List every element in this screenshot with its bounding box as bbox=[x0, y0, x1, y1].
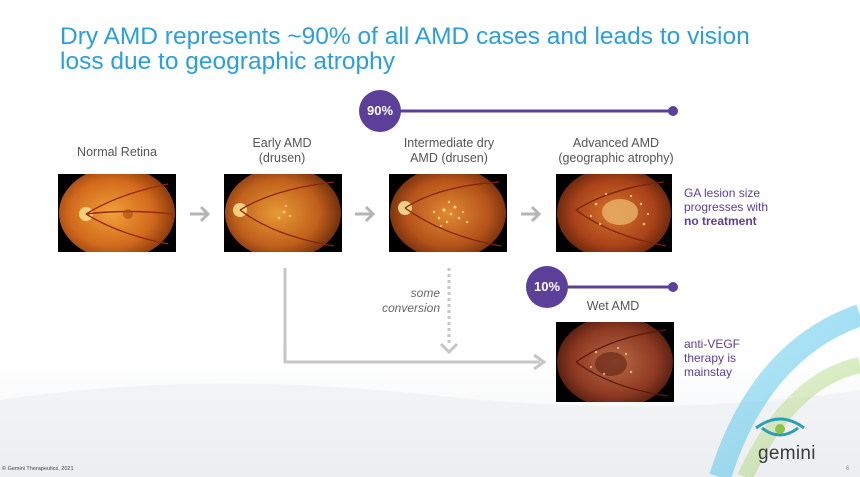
stage-label-advanced-amd: Advanced AMD (geographic atrophy) bbox=[558, 136, 674, 165]
page-number: 6 bbox=[846, 466, 850, 472]
stage-label-wet-amd: Wet AMD bbox=[586, 299, 640, 313]
fundus-image-intermediate-dry-amd bbox=[389, 174, 507, 252]
slide-title: Dry AMD represents ~90% of all AMD cases… bbox=[60, 23, 750, 75]
fundus-image-advanced-amd bbox=[556, 174, 672, 252]
stage-label-intermediate-dry-amd: Intermediate dry AMD (drusen) bbox=[403, 136, 495, 165]
copyright-text: © Gemini Therapeutics, 2021 bbox=[2, 466, 74, 472]
ga-progression-note-bold: no treatment bbox=[684, 214, 757, 228]
gemini-logo-text: gemini bbox=[758, 443, 816, 464]
gemini-eye-logo-icon bbox=[755, 417, 805, 437]
stage-label-early-amd: Early AMD (drusen) bbox=[252, 136, 312, 165]
fundus-image-wet-amd bbox=[556, 322, 674, 402]
dry-amd-90-percent-badge: 90% bbox=[359, 90, 401, 132]
fundus-image-early-amd bbox=[224, 174, 342, 252]
wet-amd-treatment-note: anti-VEGF therapy is mainstay bbox=[684, 337, 741, 379]
ga-progression-note: GA lesion size progresses with no treatm… bbox=[684, 186, 784, 228]
stage-label-normal-retina: Normal Retina bbox=[77, 145, 157, 159]
ga-progression-note-text: GA lesion size progresses with bbox=[684, 186, 769, 214]
fundus-image-normal-retina bbox=[58, 174, 176, 252]
some-conversion-note: some conversion bbox=[381, 286, 440, 315]
wet-amd-10-percent-badge: 10% bbox=[526, 266, 568, 308]
